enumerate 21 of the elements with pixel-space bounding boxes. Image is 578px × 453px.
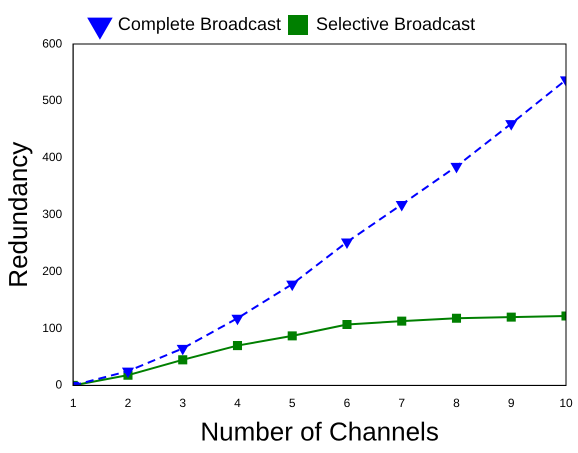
- x-tick-label: 6: [344, 396, 351, 410]
- x-tick-label: 4: [234, 396, 242, 410]
- x-tick-label: 7: [398, 396, 406, 410]
- y-tick-label: 400: [42, 150, 63, 164]
- x-tick-label: 10: [559, 396, 573, 410]
- legend-label: Selective Broadcast: [316, 14, 476, 34]
- x-tick-label: 9: [508, 396, 515, 410]
- x-tick-label: 8: [453, 396, 460, 410]
- y-tick-label: 200: [42, 264, 63, 278]
- y-tick-label: 500: [42, 93, 63, 108]
- x-tick-label: 5: [288, 396, 296, 410]
- y-axis-title: Redundancy: [2, 142, 33, 288]
- x-tick-label: 1: [70, 396, 77, 410]
- y-tick-label: 600: [42, 36, 63, 50]
- y-tick-label: 0: [56, 378, 63, 392]
- legend-label: Complete Broadcast: [118, 14, 282, 34]
- y-tick-label: 300: [42, 207, 63, 222]
- x-axis-title: Number of Channels: [200, 416, 439, 447]
- y-tick-label: 100: [42, 320, 63, 335]
- x-tick-label: 2: [124, 396, 132, 410]
- x-tick-label: 3: [179, 396, 186, 410]
